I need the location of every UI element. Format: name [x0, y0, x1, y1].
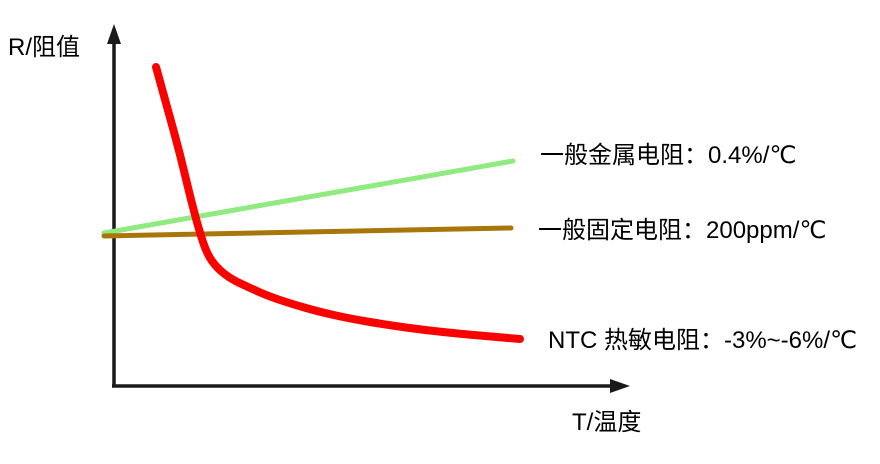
x-axis-label: T/温度 — [572, 409, 642, 436]
series-ntc-thermistor — [152, 63, 524, 343]
legend-ntc-thermistor: NTC 热敏电阻：-3%~-6%/℃ — [548, 327, 857, 354]
series-general-fixed-resistor — [101, 225, 514, 239]
y-axis-label: R/阻值 — [8, 34, 80, 61]
legend-fixed-resistor: 一般固定电阻：200ppm/℃ — [538, 217, 827, 244]
x-axis-arrowhead-icon — [610, 379, 630, 393]
series-general-metal-resistor — [101, 158, 516, 236]
legend-metal-resistor: 一般金属电阻：0.4%/℃ — [540, 142, 797, 169]
y-axis-arrowhead-icon — [107, 24, 121, 44]
